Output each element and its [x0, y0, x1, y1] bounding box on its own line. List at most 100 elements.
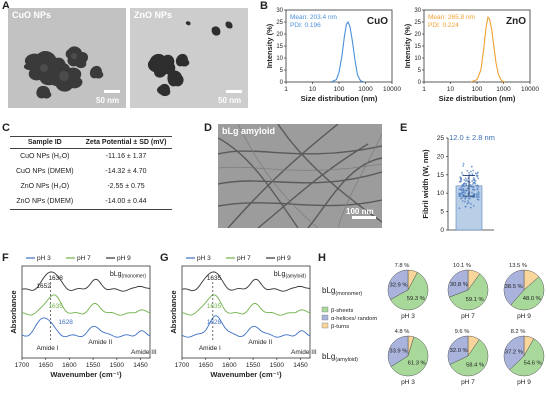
scatter-point: [466, 169, 469, 172]
y-tick-label: 15: [276, 44, 283, 50]
table-row: ZnO NPs (DMEM) -14.00 ± 0.44: [10, 194, 173, 210]
scatter-point: [463, 183, 465, 185]
slice-label: 59.3 %: [407, 296, 425, 302]
panel-label-c: C: [2, 122, 10, 134]
y-axis-label: Intensity (%): [403, 23, 412, 68]
annotation-pdi: PDI: 0.224: [428, 22, 459, 29]
x-tick-label: 100: [334, 86, 345, 93]
sample-label: bLg(amyloid): [274, 271, 307, 280]
panel-label-h: H: [318, 252, 326, 264]
scatter-point: [461, 191, 464, 194]
scatter-point: [477, 177, 480, 180]
legend-label: pH 9: [117, 255, 131, 262]
band-label-amide-iii: Amide III: [131, 349, 157, 356]
pie-slice: [447, 335, 469, 365]
scatter-point: [467, 201, 470, 204]
x-tick-label: 1000: [358, 86, 373, 93]
scatter-point: [476, 192, 478, 195]
panel-label-b: B: [260, 0, 268, 12]
x-tick-label: 1: [422, 86, 426, 93]
y-tick-label: 0: [418, 80, 422, 86]
chart-title: CuO: [367, 16, 388, 27]
x-tick-label: 1450: [133, 362, 148, 369]
cell-sample-id: CuO NPs (H₂O): [20, 153, 70, 160]
scale-text-cuo: 50 nm: [96, 96, 120, 105]
row-label-subscript: (monomer): [335, 291, 362, 297]
scatter-point: [467, 200, 469, 202]
legend-swatch: [321, 306, 329, 313]
annotation-mean: Mean: 203.4 nm: [290, 14, 337, 21]
y-axis-label: Fibril width (W, nm): [421, 149, 430, 219]
pie-column-label: pH 9: [517, 313, 531, 320]
plot-frame: [21, 265, 151, 359]
legend-label: pH 9: [277, 255, 291, 262]
pie-column-label: pH 3: [401, 313, 415, 320]
slice-label: 32.9 %: [389, 282, 407, 288]
row-label: bLg(amyloid): [322, 352, 358, 363]
peak-label: 1652: [36, 283, 51, 290]
table-row: CuO NPs (H₂O) -11.16 ± 1.37: [10, 149, 172, 165]
y-tick-label: 20: [414, 32, 421, 38]
scatter-point: [467, 193, 469, 195]
scatter-point: [464, 200, 466, 203]
x-tick-label: 1500: [110, 362, 125, 369]
scatter-point: [463, 179, 466, 181]
chart-title: ZnO: [506, 16, 526, 27]
ftir-amyloid-chart: 1700 1650 1600 1550 1500 1450 Wavenumber (cm⁻¹…: [169, 255, 317, 379]
legend-label: pH 3: [37, 255, 51, 262]
scatter-point: [466, 202, 469, 205]
x-tick-label: 100: [472, 86, 483, 93]
series-line-zno: [470, 15, 505, 83]
legend-label: α-helices/ random: [331, 316, 377, 322]
slice-label: 13.5 %: [509, 263, 527, 269]
scatter-point: [464, 192, 467, 195]
x-tick-label: 1550: [246, 362, 261, 369]
scatter-point: [460, 179, 463, 181]
tem-label-amyloid: bLg amyloid: [222, 126, 276, 136]
scatter-point: [464, 177, 467, 180]
x-tick-label: 1600: [222, 362, 237, 369]
scatter-point: [471, 183, 474, 185]
pie-slice: [503, 335, 525, 371]
scatter-point: [461, 195, 464, 197]
cell-zeta: -11.16 ± 1.37: [105, 153, 147, 160]
cell-zeta: -14.32 ± 4.70: [105, 168, 147, 175]
x-tick-label: 1600: [62, 362, 77, 369]
peak-label: 1635: [48, 303, 63, 310]
panel-label-e: E: [400, 122, 408, 134]
annotation-pdi: PDI: 0.196: [290, 22, 321, 29]
dls-chart-cuo: 1 10 100 1000 10000 0 5 10 15 20 25 30 Mean: 203.4 n…: [265, 8, 401, 103]
fibril-width-chart: 0 5 10 15 20 25 12.0 ± 2.8 nm Fibril width (W, …: [421, 133, 495, 234]
x-tick-label: 1500: [270, 362, 285, 369]
scatter-point: [464, 197, 467, 199]
slice-label: 38.5 %: [505, 284, 523, 290]
scatter-point: [472, 186, 475, 189]
y-tick-label: 20: [437, 153, 445, 160]
scatter-point: [466, 180, 469, 183]
scatter-point: [470, 165, 473, 168]
scatter-point: [472, 194, 475, 197]
row-label-prefix: bLg: [322, 352, 335, 361]
pie-column-label: pH 9: [517, 379, 531, 386]
scatter-point: [472, 169, 475, 172]
panel-label-d: D: [204, 122, 212, 134]
scatter-point: [458, 188, 461, 191]
scatter-point: [471, 180, 473, 182]
scatter-point: [463, 185, 465, 187]
secondary-structure-pies: bLg(monomer)bLg(amyloid)β-sheetsα-helice…: [321, 263, 545, 386]
y-tick-label: 25: [437, 135, 445, 142]
y-axis-label: Absorbance: [169, 290, 178, 333]
zeta-table: Sample ID Zeta Potential ± SD (mV) CuO N…: [10, 136, 173, 210]
scatter-point: [465, 183, 467, 186]
y-tick-label: 10: [414, 56, 421, 62]
scale-text-zno: 50 nm: [218, 96, 242, 105]
slice-label: 30.8 %: [450, 282, 468, 288]
scatter-point: [473, 194, 476, 196]
peak-label: 1628: [58, 319, 73, 326]
slice-label: 37.2 %: [505, 350, 523, 356]
x-tick-label: 1000: [496, 86, 511, 93]
scatter-point: [471, 191, 473, 194]
scatter-point: [461, 200, 464, 202]
x-axis-label: Wavenumber (cm⁻¹): [50, 370, 122, 379]
